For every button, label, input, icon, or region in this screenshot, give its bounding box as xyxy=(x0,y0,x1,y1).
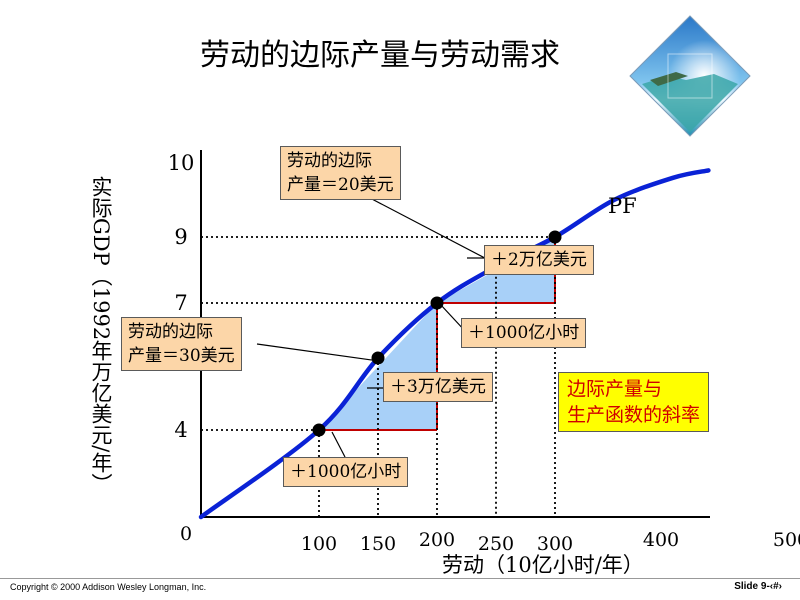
x-tick-label: 500 xyxy=(773,529,800,551)
pf-curve xyxy=(198,168,711,520)
callout-line: 产量＝20美元 xyxy=(287,175,394,195)
y-tick-label: 10 xyxy=(168,151,195,175)
data-point xyxy=(312,423,326,437)
x-tick-label: 200 xyxy=(419,529,455,551)
x-tick-label: 400 xyxy=(643,529,679,551)
slide-title: 劳动的边际产量与劳动需求 xyxy=(200,38,560,73)
copyright-text: Copyright © 2000 Addison Wesley Longman,… xyxy=(10,582,207,592)
origin-label: 0 xyxy=(180,523,192,545)
x-tick-label: 100 xyxy=(301,533,337,555)
y-tick-label: 9 xyxy=(174,225,187,249)
data-point xyxy=(371,351,385,365)
x-axis-label: 劳动（10亿小时/年） xyxy=(442,553,644,577)
y-axis-label: 实际GDP（1992年万亿美元/年） xyxy=(89,176,113,495)
footer-divider xyxy=(0,578,800,579)
series-label-pf: PF xyxy=(608,194,637,218)
callout-plus-1000-hours-top: ＋1000亿小时 xyxy=(461,318,587,348)
x-tick-label: 300 xyxy=(537,533,573,555)
callout-slope-note: 边际产量与 生产函数的斜率 xyxy=(558,372,710,432)
x-tick-label: 250 xyxy=(478,533,514,555)
data-point xyxy=(430,296,444,310)
callout-connector xyxy=(331,431,346,458)
callout-line: 产量＝30美元 xyxy=(128,346,235,366)
callout-plus-2-trillion: ＋2万亿美元 xyxy=(484,245,594,275)
callout-connector xyxy=(256,343,373,361)
callout-line: 劳动的边际 xyxy=(287,151,372,171)
callout-connector xyxy=(369,197,491,262)
x-tick-label: 150 xyxy=(360,533,396,555)
data-point xyxy=(548,230,562,244)
callout-line: 劳动的边际 xyxy=(128,322,213,342)
callout-marginal-product-30: 劳动的边际 产量＝30美元 xyxy=(121,317,242,371)
y-tick-label: 7 xyxy=(174,291,187,315)
slide-number: Slide 9-‹#› xyxy=(734,581,782,592)
callout-marginal-product-20: 劳动的边际 产量＝20美元 xyxy=(280,146,401,200)
callout-plus-3-trillion: ＋3万亿美元 xyxy=(383,372,493,402)
y-tick-label: 4 xyxy=(174,418,187,442)
callout-line: 生产函数的斜率 xyxy=(567,404,701,426)
callout-line: 边际产量与 xyxy=(567,378,663,400)
beach-photo xyxy=(629,15,751,137)
callout-plus-1000-hours-bottom: ＋1000亿小时 xyxy=(283,457,409,487)
